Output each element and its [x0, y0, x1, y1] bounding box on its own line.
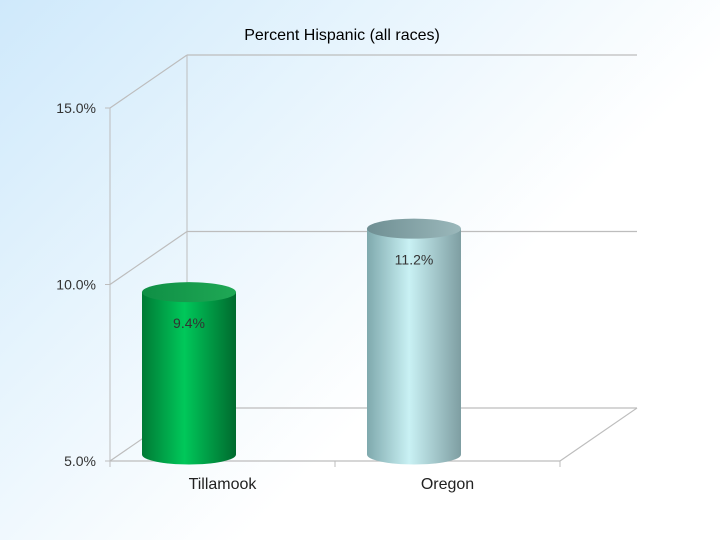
y-tick-label: 5.0% [64, 453, 96, 469]
x-axis-category-labels: Tillamook Oregon [189, 476, 475, 493]
data-label: 9.4% [173, 315, 205, 331]
chart-title: Percent Hispanic (all races) [244, 27, 440, 44]
y-tick-label: 10.0% [56, 277, 96, 293]
bar-body [367, 228, 461, 465]
bar-top [367, 218, 461, 239]
data-labels: 9.4% 11.2% [173, 252, 433, 332]
y-tick-label: 15.0% [56, 100, 96, 116]
bar-tillamook [142, 282, 236, 465]
bars [142, 218, 461, 465]
floor-right-edge [559, 407, 638, 462]
gridline-side [109, 54, 188, 109]
y-axis-tick-labels: 5.0% 10.0% 15.0% [56, 100, 96, 469]
data-label: 11.2% [395, 252, 434, 268]
gridline-side [109, 231, 188, 285]
bar-top [142, 282, 236, 303]
x-category-label: Oregon [421, 476, 474, 493]
bar-oregon [367, 218, 461, 465]
bar-body [142, 292, 236, 465]
x-category-label: Tillamook [189, 476, 258, 493]
